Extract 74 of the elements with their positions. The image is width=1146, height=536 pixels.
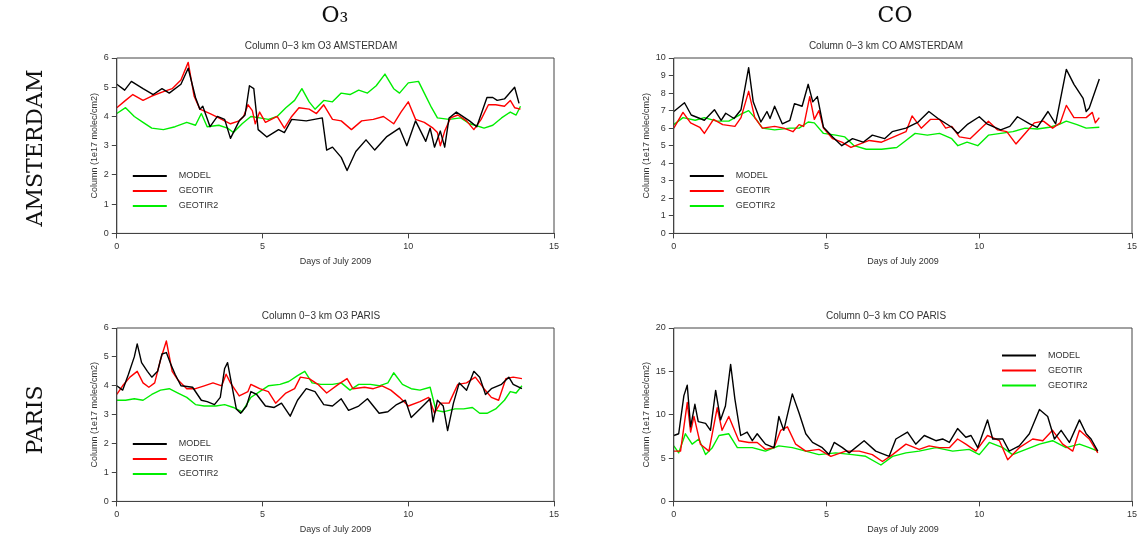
y-tick-label: 2: [660, 192, 666, 203]
legend-label: GEOTIR2: [178, 468, 219, 479]
chart-title: Column 0−3 km CO PARIS: [825, 309, 947, 321]
y-tick-label: 5: [660, 140, 666, 151]
legend-label: GEOTIR2: [1048, 379, 1088, 390]
legend-label: GEOTIR: [178, 453, 214, 464]
text: CO: [877, 2, 913, 27]
y-tick-label: 4: [103, 110, 109, 121]
x-tick-label: 5: [260, 241, 266, 252]
x-tick-label: 0: [114, 509, 120, 520]
y-tick-label: 0: [103, 227, 109, 238]
legend-label: GEOTIR: [178, 185, 214, 196]
chart-title: Column 0−3 km CO AMSTERDAM: [808, 39, 964, 51]
y-tick-label: 10: [655, 409, 666, 420]
y-axis-title: Column (1e17 molec/cm2): [640, 361, 651, 468]
y-tick-label: 5: [103, 81, 109, 92]
x-axis-title: Days of July 2009: [867, 524, 939, 535]
x-tick-label: 10: [403, 241, 414, 252]
y-tick-label: 7: [660, 105, 666, 116]
x-tick-label: 0: [671, 509, 677, 520]
x-tick-label: 10: [974, 241, 985, 252]
x-tick-label: 15: [1126, 241, 1138, 252]
y-tick-label: 5: [103, 351, 109, 362]
x-tick-label: 10: [403, 509, 414, 520]
y-tick-label: 8: [660, 87, 666, 98]
x-tick-label: 15: [1126, 509, 1138, 520]
y-tick-label: 0: [103, 495, 109, 506]
y-tick-label: 0: [660, 227, 666, 238]
y-axis-title: Column (1e17 molec/cm2): [640, 92, 651, 199]
y-tick-label: 1: [660, 210, 666, 221]
y-tick-label: 3: [660, 175, 666, 186]
y-tick-label: 2: [103, 169, 109, 180]
y-tick-label: 6: [103, 52, 109, 63]
y-tick-label: 3: [103, 140, 109, 151]
y-tick-label: 1: [103, 198, 109, 209]
y-tick-label: 3: [103, 409, 109, 420]
y-tick-label: 2: [103, 438, 109, 449]
y-tick-label: 5: [660, 452, 666, 463]
x-tick-label: 5: [824, 241, 830, 252]
chart-title: Column 0−3 km O3 AMSTERDAM: [244, 39, 398, 51]
chart-title: Column 0−3 km O3 PARIS: [261, 309, 381, 321]
legend-label: MODEL: [735, 170, 768, 181]
y-tick-label: 4: [660, 157, 666, 168]
y-tick-label: 9: [660, 70, 666, 81]
y-tick-label: 1: [103, 466, 109, 477]
legend-label: GEOTIR: [1048, 364, 1083, 375]
y-tick-label: 10: [655, 52, 666, 63]
x-tick-label: 5: [824, 509, 830, 520]
text: AMSTERDAM: [21, 69, 47, 227]
x-axis-title: Days of July 2009: [299, 256, 372, 267]
x-axis-title: Days of July 2009: [299, 524, 372, 535]
legend-label: MODEL: [178, 170, 211, 181]
y-tick-label: 15: [655, 365, 666, 376]
legend-label: MODEL: [1048, 349, 1081, 360]
x-tick-label: 0: [114, 241, 120, 252]
x-tick-label: 5: [260, 509, 266, 520]
legend-label: GEOTIR2: [735, 200, 776, 211]
y-tick-label: 0: [660, 495, 666, 506]
x-tick-label: 10: [974, 509, 985, 520]
y-tick-label: 20: [655, 322, 666, 333]
legend-label: GEOTIR: [735, 185, 771, 196]
legend-label: MODEL: [178, 438, 211, 449]
y-tick-label: 6: [660, 122, 666, 133]
x-tick-label: 15: [548, 241, 560, 252]
x-tick-label: 15: [548, 509, 560, 520]
y-tick-label: 4: [103, 380, 109, 391]
text: O₃: [321, 2, 349, 27]
text: PARIS: [21, 385, 47, 455]
y-axis-title: Column (1e17 molec/cm2): [88, 361, 99, 468]
y-tick-label: 6: [103, 322, 109, 333]
y-axis-title: Column (1e17 molec/cm2): [88, 92, 99, 199]
legend-label: GEOTIR2: [178, 200, 219, 211]
x-axis-title: Days of July 2009: [867, 256, 939, 267]
x-tick-label: 0: [671, 241, 677, 252]
